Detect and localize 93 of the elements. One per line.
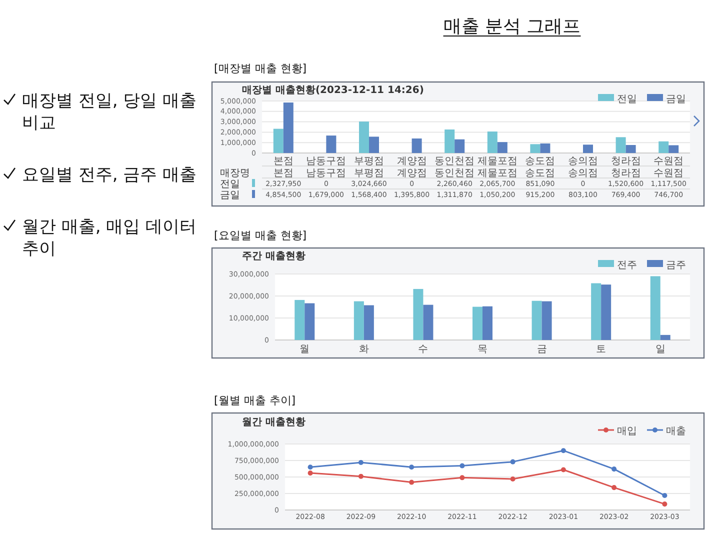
point xyxy=(460,475,465,480)
bar xyxy=(412,138,422,153)
bar xyxy=(354,301,364,340)
bar xyxy=(369,136,379,153)
bar xyxy=(668,145,679,153)
x-tick-label: 청라점 xyxy=(610,156,641,168)
point xyxy=(612,485,617,490)
category-label: 남동구점 xyxy=(306,168,346,179)
bar xyxy=(294,300,305,340)
point xyxy=(409,480,414,485)
text: 월간 매출, 매입 데이터 추이 xyxy=(22,217,197,259)
category-label: 본점 xyxy=(273,168,294,179)
bar xyxy=(532,300,542,340)
bar xyxy=(660,334,670,340)
bar xyxy=(364,305,374,340)
legend-label: 전주 xyxy=(617,260,637,271)
point xyxy=(510,476,516,482)
chart-title: [월별 매출 추이] xyxy=(214,394,296,407)
legend-label: 금일 xyxy=(666,94,686,105)
bar xyxy=(658,141,669,153)
legend-label: 매입 xyxy=(617,426,637,437)
point xyxy=(662,502,668,507)
x-tick-label: 토 xyxy=(596,344,606,356)
bar xyxy=(583,144,593,153)
category-label: 제물포점 xyxy=(477,168,518,179)
point xyxy=(612,466,617,472)
point xyxy=(560,467,566,472)
bar xyxy=(472,306,482,340)
point xyxy=(662,492,668,498)
point xyxy=(358,474,364,479)
x-tick-label: 송도점 xyxy=(525,156,556,168)
bar xyxy=(542,301,552,340)
bar xyxy=(482,306,492,340)
x-tick-label: 계양점 xyxy=(396,156,427,168)
legend-label: 금주 xyxy=(666,260,686,271)
x-tick-label: 송의점 xyxy=(568,156,598,168)
bar xyxy=(304,303,315,340)
x-tick-label: 월 xyxy=(300,344,310,356)
category-label: 송도점 xyxy=(525,168,556,179)
category-label: 부평점 xyxy=(354,168,384,179)
bar xyxy=(444,129,455,153)
text: 매장별 전일, 당일 매출 비교 xyxy=(22,91,197,133)
category-label: 수원점 xyxy=(654,168,684,179)
bar xyxy=(413,288,424,340)
bar xyxy=(616,137,626,153)
point xyxy=(308,470,313,476)
point xyxy=(510,459,516,464)
x-tick-label: 금 xyxy=(536,344,547,356)
category-label: 계양점 xyxy=(396,168,427,179)
text: 매출 분석 그래프 xyxy=(443,16,581,37)
chart-subtitle: 매장별 매출현황(2023-12-11 14:26) xyxy=(242,85,424,96)
bar xyxy=(359,122,369,153)
x-tick-label: 수원점 xyxy=(654,156,684,168)
category-label: 청라점 xyxy=(610,168,641,179)
bar xyxy=(530,144,540,153)
point xyxy=(409,464,414,470)
bar xyxy=(487,132,498,153)
bar xyxy=(273,128,284,153)
text: 전일 xyxy=(220,179,240,190)
bar xyxy=(626,145,636,153)
category-label: 동인천점 xyxy=(434,168,475,179)
x-tick-label: 화 xyxy=(358,344,369,356)
point xyxy=(358,460,364,465)
chart-title: [매장별 매출 현황] xyxy=(214,62,307,75)
bar xyxy=(326,136,336,153)
legend-label: 전일 xyxy=(617,94,637,105)
bar xyxy=(423,304,434,340)
legend-label: 매출 xyxy=(666,426,686,437)
point xyxy=(460,463,465,468)
bar xyxy=(283,102,294,153)
text: 매장명 xyxy=(220,168,250,179)
x-tick-label: 목 xyxy=(478,344,488,356)
x-tick-label: 부평점 xyxy=(354,156,384,168)
bar xyxy=(601,284,612,340)
bar xyxy=(497,142,508,153)
chart-title: [요일별 매출 현황] xyxy=(214,229,307,242)
chart-subtitle: 주간 매출현황 xyxy=(242,251,306,262)
x-tick-label: 제물포점 xyxy=(477,156,518,168)
point xyxy=(308,464,313,470)
x-tick-label: 일 xyxy=(655,344,666,356)
text: 요일별 전주, 금주 매출 xyxy=(22,165,197,185)
x-tick-label: 동인천점 xyxy=(434,156,475,168)
bar xyxy=(650,276,660,340)
x-tick-label: 남동구점 xyxy=(306,156,346,168)
category-label: 송의점 xyxy=(568,168,598,179)
bar xyxy=(540,143,550,153)
point xyxy=(560,448,566,454)
text: 금일 xyxy=(220,190,240,201)
chart-subtitle: 월간 매출현황 xyxy=(242,417,306,428)
x-tick-label: 수 xyxy=(418,344,428,356)
bar xyxy=(591,283,602,340)
x-tick-label: 본점 xyxy=(273,156,294,168)
bar xyxy=(454,139,465,153)
